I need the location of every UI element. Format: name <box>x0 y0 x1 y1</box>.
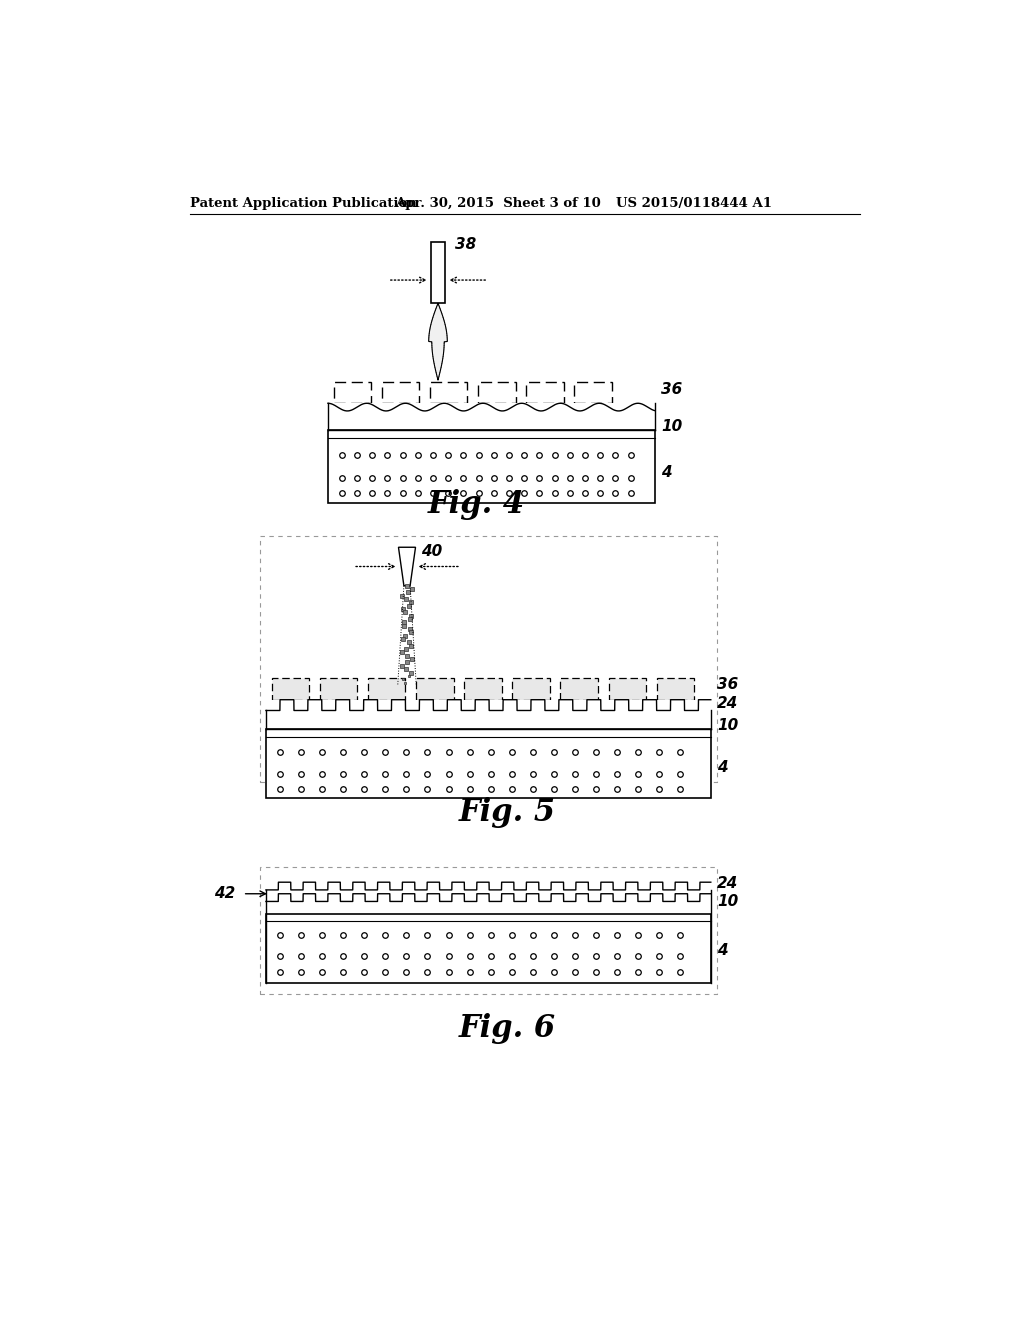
Text: 40: 40 <box>421 544 442 558</box>
Bar <box>260 536 717 781</box>
Text: Apr. 30, 2015  Sheet 3 of 10: Apr. 30, 2015 Sheet 3 of 10 <box>395 197 601 210</box>
Bar <box>266 700 711 729</box>
Text: 10: 10 <box>717 894 738 909</box>
Text: 4: 4 <box>717 944 728 958</box>
Bar <box>369 678 406 700</box>
Bar <box>526 381 563 404</box>
Text: US 2015/0118444 A1: US 2015/0118444 A1 <box>616 197 772 210</box>
Polygon shape <box>429 304 447 380</box>
Bar <box>417 678 454 700</box>
Bar <box>266 729 711 799</box>
Bar <box>478 381 515 404</box>
Text: 24: 24 <box>717 696 738 711</box>
Bar <box>382 381 420 404</box>
Bar <box>328 404 655 430</box>
Text: 4: 4 <box>717 760 728 775</box>
Text: Fig. 5: Fig. 5 <box>459 797 556 829</box>
Bar <box>328 430 655 503</box>
Bar <box>656 678 693 700</box>
Bar <box>260 867 717 994</box>
Text: Fig. 6: Fig. 6 <box>459 1012 556 1044</box>
Bar <box>560 678 598 700</box>
Bar <box>574 381 611 404</box>
Bar <box>266 913 711 983</box>
Bar <box>334 381 372 404</box>
Text: 10: 10 <box>662 418 682 434</box>
Bar <box>431 242 445 304</box>
Bar <box>512 678 550 700</box>
Text: 38: 38 <box>455 238 476 252</box>
Text: 36: 36 <box>717 677 738 692</box>
Bar <box>608 678 646 700</box>
Bar <box>430 381 467 404</box>
Text: 24: 24 <box>717 876 738 891</box>
Text: Fig. 4: Fig. 4 <box>428 490 525 520</box>
Text: 36: 36 <box>662 381 682 397</box>
Bar <box>464 678 502 700</box>
Polygon shape <box>398 548 416 586</box>
Text: 42: 42 <box>214 886 234 902</box>
Bar <box>272 678 309 700</box>
Text: Patent Application Publication: Patent Application Publication <box>190 197 417 210</box>
Bar <box>321 678 357 700</box>
Text: 10: 10 <box>717 718 738 733</box>
Text: 4: 4 <box>662 465 672 480</box>
